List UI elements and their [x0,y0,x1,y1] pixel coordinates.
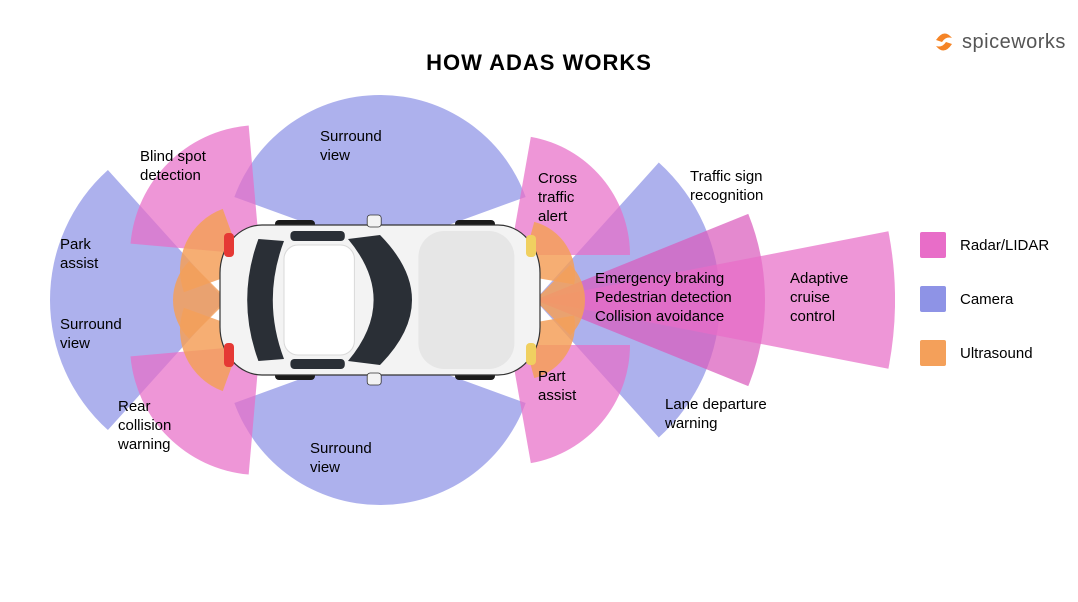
lbl-part-assist: Part assist [538,368,576,406]
sensor-diagram [0,0,1078,602]
legend-item-camera: Camera [920,286,1049,312]
lbl-cross-traffic: Cross traffic alert [538,170,577,226]
legend-item-ultrasound: Ultrasound [920,340,1049,366]
lbl-park-assist-rear: Park assist [60,236,98,274]
legend-swatch-ultrasound [920,340,946,366]
legend-label-camera: Camera [960,291,1013,308]
legend-item-radar: Radar/LIDAR [920,232,1049,258]
lbl-surround-rear: Surround view [60,316,122,354]
diagram-stage: HOW ADAS WORKS spiceworks Blind spot det… [0,0,1078,602]
lbl-blind-spot: Blind spot detection [140,148,206,186]
lbl-surround-bottom: Surround view [310,440,372,478]
legend-swatch-camera [920,286,946,312]
lbl-lane-departure: Lane departure warning [665,396,767,434]
car-top-view [220,215,540,385]
legend-swatch-radar [920,232,946,258]
lbl-traffic-sign: Traffic sign recognition [690,168,763,206]
legend: Radar/LIDAR Camera Ultrasound [920,232,1049,394]
lbl-emergency: Emergency braking Pedestrian detection C… [595,270,732,326]
lbl-rear-collision: Rear collision warning [118,398,171,454]
legend-label-ultrasound: Ultrasound [960,345,1033,362]
legend-label-radar: Radar/LIDAR [960,237,1049,254]
lbl-adaptive-cruise: Adaptive cruise control [790,270,848,326]
lbl-surround-top: Surround view [320,128,382,166]
